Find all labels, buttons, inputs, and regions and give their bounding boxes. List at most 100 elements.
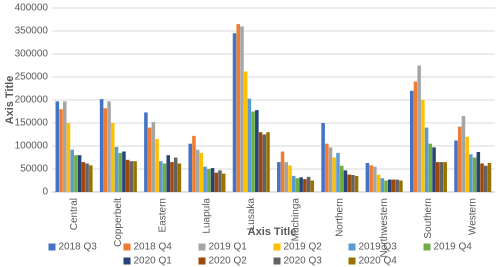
bar — [159, 161, 163, 192]
legend-label: 2018 Q3 — [59, 242, 98, 253]
bar — [70, 149, 74, 192]
bar — [251, 111, 255, 192]
bar — [484, 165, 488, 192]
y-tick-label: 400000 — [15, 3, 49, 14]
x-tick-label: Eastern — [157, 198, 168, 232]
x-tick-label: Luapula — [202, 198, 213, 234]
bar — [232, 33, 237, 192]
bar — [465, 136, 469, 192]
bar — [155, 139, 159, 192]
x-tick-label: Western — [467, 198, 478, 235]
bar — [409, 90, 414, 192]
y-tick-label: 0 — [42, 187, 48, 198]
bar — [62, 101, 67, 192]
bar — [376, 174, 381, 192]
bar — [291, 175, 296, 192]
bar — [89, 165, 93, 192]
bar — [177, 163, 182, 192]
bar — [321, 123, 325, 192]
bar — [417, 65, 421, 192]
bar — [461, 116, 466, 192]
bar — [332, 157, 337, 192]
bar — [399, 180, 403, 192]
bar — [151, 122, 156, 192]
bar — [192, 135, 196, 192]
legend-label: 2020 Q4 — [359, 256, 398, 267]
bar — [218, 170, 222, 192]
legend-swatch — [48, 243, 56, 251]
bar — [432, 147, 436, 192]
bar — [487, 163, 492, 192]
bar — [195, 149, 200, 192]
bar — [354, 175, 359, 192]
y-tick-label: 100000 — [15, 141, 49, 152]
bar — [421, 100, 425, 192]
bar — [365, 163, 370, 192]
bar — [369, 165, 373, 192]
bar — [435, 162, 440, 192]
bar — [170, 162, 174, 192]
legend-label: 2020 Q1 — [134, 256, 173, 267]
bar — [203, 166, 207, 192]
y-tick-label: 300000 — [15, 49, 49, 60]
x-tick-label: Northwestern — [379, 198, 390, 257]
legend-swatch — [123, 257, 131, 265]
legend-label: 2020 Q3 — [284, 256, 323, 267]
bar — [284, 162, 289, 192]
bar — [476, 151, 481, 192]
bar — [395, 179, 399, 192]
bar — [295, 178, 300, 192]
bar — [199, 152, 204, 192]
bar — [347, 174, 351, 192]
bar — [147, 127, 152, 192]
y-axis-title: Axis Title — [4, 76, 16, 125]
x-tick-label: Copperbelt — [113, 198, 124, 247]
bar — [66, 123, 71, 192]
bar — [280, 151, 285, 192]
bar — [240, 26, 244, 193]
legend-swatch — [198, 257, 206, 265]
bar — [107, 101, 111, 192]
bar — [81, 162, 86, 192]
bar — [306, 176, 311, 192]
bar — [454, 140, 458, 192]
legend-label: 2020 Q2 — [209, 256, 248, 267]
bar — [439, 162, 444, 192]
y-tick-label: 250000 — [15, 72, 49, 83]
x-tick-label: Central — [69, 198, 80, 230]
legend-swatch — [123, 243, 131, 251]
legend-label: 2018 Q4 — [134, 242, 173, 253]
bar — [243, 71, 248, 192]
bar — [457, 126, 462, 192]
bar — [118, 152, 122, 192]
bar — [210, 168, 215, 192]
bar — [351, 174, 355, 192]
bar — [129, 161, 134, 192]
bar — [59, 109, 63, 192]
bar — [122, 151, 126, 192]
bar — [162, 163, 167, 192]
x-tick-label: Southern — [423, 198, 434, 239]
bar — [469, 154, 473, 192]
bar — [328, 147, 333, 192]
bar — [255, 110, 259, 192]
bar — [258, 132, 263, 192]
bar — [339, 165, 344, 192]
y-tick-label: 50000 — [20, 164, 48, 175]
bar — [343, 170, 348, 192]
bar — [391, 179, 396, 192]
bar — [173, 157, 178, 192]
legend-swatch — [348, 257, 356, 265]
bar — [266, 132, 270, 192]
x-tick-label: Lusaka — [246, 198, 257, 231]
x-tick-label: Northern — [335, 198, 346, 237]
bar — [387, 179, 392, 192]
legend-swatch — [348, 243, 356, 251]
bar — [207, 169, 211, 192]
legend-swatch — [273, 243, 281, 251]
bar — [74, 155, 78, 192]
bar — [480, 163, 484, 192]
bar — [443, 162, 447, 192]
bar — [144, 112, 148, 192]
